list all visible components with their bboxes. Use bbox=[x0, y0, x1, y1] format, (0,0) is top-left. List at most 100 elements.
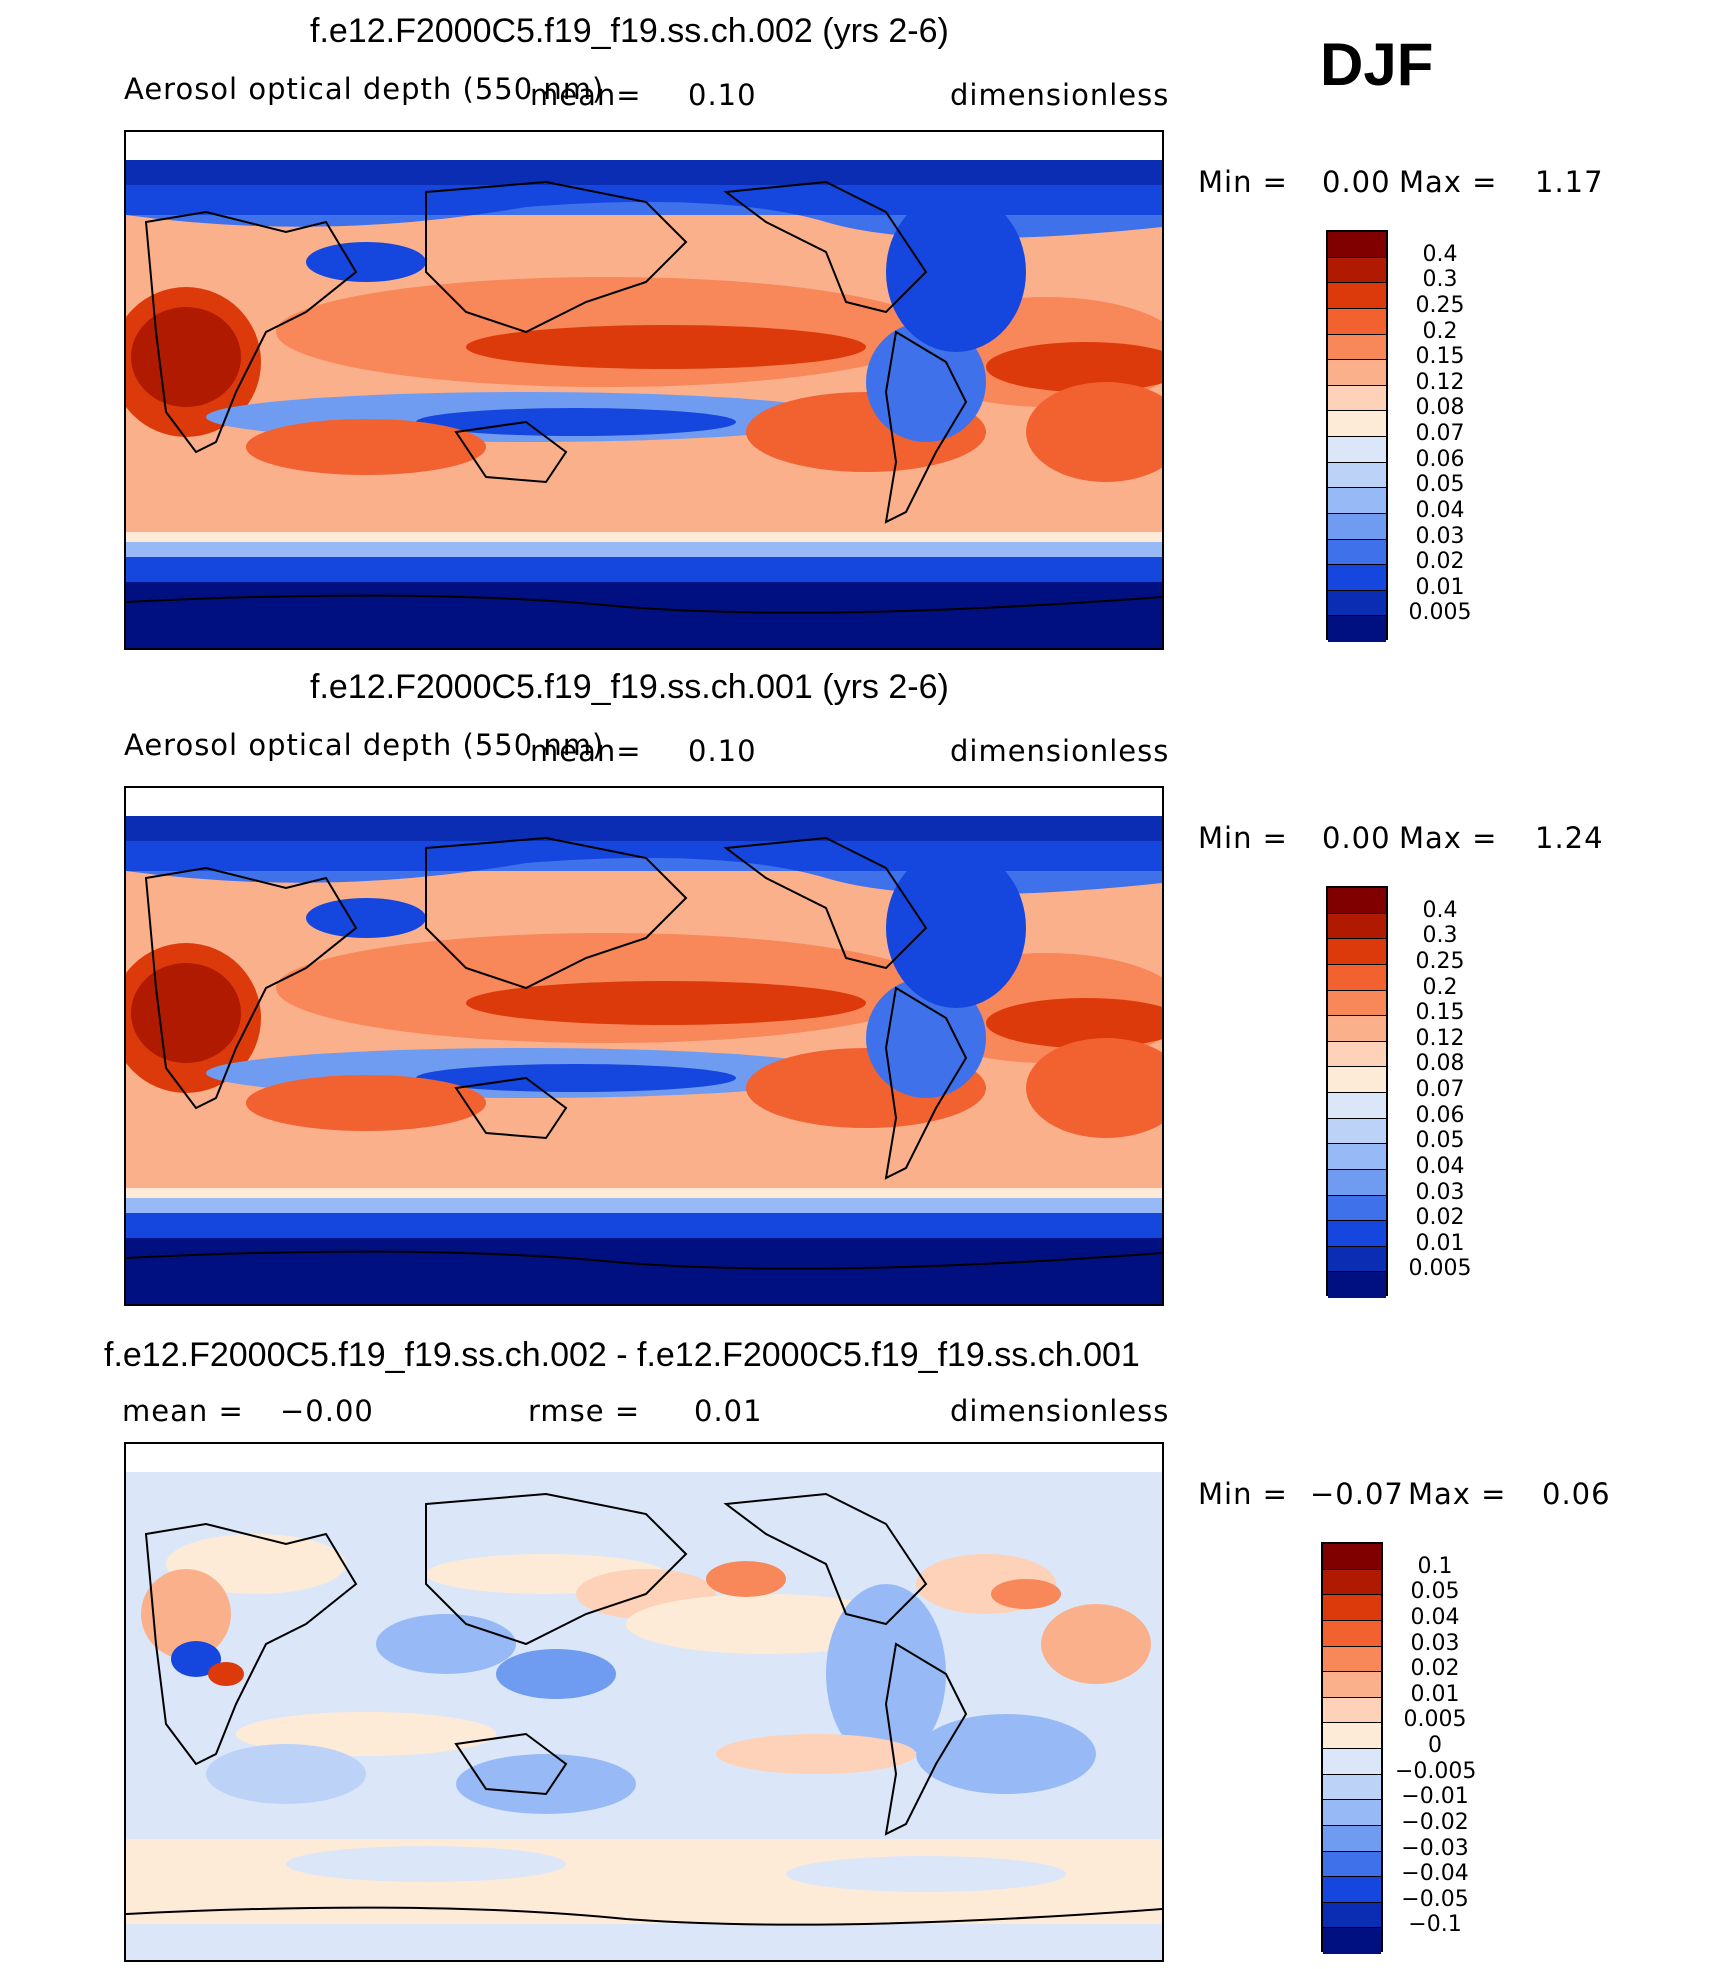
colorbar-tick-label: 0.15 bbox=[1415, 1000, 1465, 1026]
colorbar-tick-label: 0.02 bbox=[1415, 1205, 1465, 1231]
colorbar-tick-label: 0.08 bbox=[1415, 395, 1465, 421]
panel3-colorbar bbox=[1321, 1542, 1383, 1954]
colorbar-segment bbox=[1328, 360, 1386, 386]
colorbar-segment bbox=[1328, 565, 1386, 591]
season-label: DJF bbox=[1320, 31, 1434, 98]
colorbar-segment bbox=[1328, 1272, 1386, 1298]
panel3-title: f.e12.F2000C5.f19_f19.ss.ch.002 - f.e12.… bbox=[104, 1336, 1140, 1374]
colorbar-segment bbox=[1328, 888, 1386, 914]
colorbar-tick-label: −0.05 bbox=[1401, 1886, 1469, 1912]
colorbar-segment bbox=[1323, 1595, 1381, 1621]
colorbar-tick-label: 0.005 bbox=[1408, 1256, 1472, 1282]
colorbar-tick-label: −0.005 bbox=[1395, 1758, 1477, 1784]
panel1-min-value: 0.00 bbox=[1322, 165, 1391, 199]
colorbar-tick-label: 0.07 bbox=[1415, 421, 1465, 446]
panel2-title: f.e12.F2000C5.f19_f19.ss.ch.001 (yrs 2-6… bbox=[310, 668, 949, 706]
colorbar-segment bbox=[1328, 308, 1386, 335]
panel3-min-label: Min = bbox=[1198, 1477, 1288, 1511]
panel3-min-value: −0.07 bbox=[1310, 1477, 1404, 1511]
colorbar-segment bbox=[1328, 513, 1386, 540]
colorbar-tick-label: 0.04 bbox=[1415, 1153, 1465, 1179]
panel1-min-label: Min = bbox=[1198, 165, 1288, 199]
panel1-variable-label: Aerosol optical depth (550 nm) bbox=[124, 72, 605, 106]
colorbar-segment bbox=[1328, 1067, 1386, 1093]
colorbar-tick-label: 0.005 bbox=[1408, 600, 1472, 626]
colorbar-tick-label: −0.03 bbox=[1401, 1835, 1469, 1861]
colorbar-tick-label: 0.05 bbox=[1410, 1579, 1460, 1605]
panel2-mean-label: mean= bbox=[530, 734, 642, 768]
colorbar-segment bbox=[1323, 1749, 1381, 1775]
colorbar-segment bbox=[1328, 488, 1386, 514]
colorbar-segment bbox=[1328, 539, 1386, 566]
colorbar-tick-label: 0.04 bbox=[1410, 1604, 1460, 1630]
colorbar-tick-label: 0.25 bbox=[1415, 292, 1465, 318]
colorbar-segment bbox=[1328, 913, 1386, 940]
colorbar-tick-label: 0 bbox=[1428, 1733, 1442, 1758]
colorbar-segment bbox=[1323, 1928, 1381, 1954]
colorbar-segment bbox=[1323, 1544, 1381, 1570]
colorbar-segment bbox=[1328, 964, 1386, 991]
panel1-colorbar bbox=[1326, 230, 1388, 642]
colorbar-segment bbox=[1328, 334, 1386, 361]
colorbar-tick-label: 0.01 bbox=[1415, 574, 1465, 600]
panel3-max-value: 0.06 bbox=[1542, 1477, 1611, 1511]
colorbar-segment bbox=[1328, 939, 1386, 965]
colorbar-segment bbox=[1328, 616, 1386, 642]
colorbar-tick-label: 0.02 bbox=[1415, 549, 1465, 575]
panel3-mean-label: mean = bbox=[122, 1394, 244, 1428]
colorbar-tick-label: −0.02 bbox=[1401, 1809, 1469, 1835]
colorbar-tick-label: 0.2 bbox=[1422, 974, 1458, 1000]
colorbar-segment bbox=[1323, 1902, 1381, 1929]
panel2-map bbox=[124, 786, 1164, 1306]
colorbar-tick-label: 0.03 bbox=[1410, 1630, 1460, 1656]
colorbar-tick-label: 0.05 bbox=[1415, 472, 1465, 498]
colorbar-tick-label: 0.4 bbox=[1422, 241, 1458, 267]
colorbar-tick-label: −0.01 bbox=[1401, 1784, 1469, 1810]
colorbar-segment bbox=[1323, 1569, 1381, 1596]
colorbar-segment bbox=[1328, 1221, 1386, 1247]
colorbar-segment bbox=[1328, 1169, 1386, 1196]
colorbar-tick-label: 0.25 bbox=[1415, 948, 1465, 974]
panel1-mean-label: mean= bbox=[530, 78, 642, 112]
colorbar-segment bbox=[1323, 1620, 1381, 1647]
panel2-min-value: 0.00 bbox=[1322, 821, 1391, 855]
colorbar-segment bbox=[1323, 1851, 1381, 1878]
colorbar-segment bbox=[1323, 1723, 1381, 1749]
colorbar-tick-label: 0.15 bbox=[1415, 344, 1465, 370]
panel3-rmse-value: 0.01 bbox=[694, 1394, 763, 1428]
panel3-max-label: Max = bbox=[1408, 1477, 1507, 1511]
colorbar-segment bbox=[1323, 1877, 1381, 1903]
colorbar-segment bbox=[1323, 1800, 1381, 1826]
colorbar-tick-label: 0.005 bbox=[1403, 1707, 1467, 1733]
colorbar-tick-label: 0.03 bbox=[1415, 523, 1465, 549]
colorbar-tick-label: 0.12 bbox=[1415, 1025, 1465, 1051]
panel2-min-label: Min = bbox=[1198, 821, 1288, 855]
colorbar-tick-label: 0.06 bbox=[1415, 1102, 1465, 1128]
colorbar-segment bbox=[1328, 1016, 1386, 1042]
panel3-rmse-label: rmse = bbox=[528, 1394, 641, 1428]
colorbar-tick-label: 0.1 bbox=[1417, 1553, 1453, 1579]
colorbar-tick-label: 0.01 bbox=[1410, 1681, 1460, 1707]
colorbar-tick-label: 0.2 bbox=[1422, 318, 1458, 344]
colorbar-tick-label: 0.12 bbox=[1415, 369, 1465, 395]
colorbar-segment bbox=[1328, 1246, 1386, 1273]
panel3-map bbox=[124, 1442, 1164, 1962]
colorbar-segment bbox=[1328, 385, 1386, 412]
colorbar-tick-label: 0.05 bbox=[1415, 1128, 1465, 1154]
colorbar-segment bbox=[1328, 437, 1386, 463]
colorbar-tick-label: 0.3 bbox=[1422, 923, 1458, 949]
panel1-units: dimensionless bbox=[950, 78, 1170, 112]
panel2-variable-label: Aerosol optical depth (550 nm) bbox=[124, 728, 605, 762]
colorbar-segment bbox=[1328, 1118, 1386, 1145]
panel2-colorbar bbox=[1326, 886, 1388, 1298]
panel2-mean-value: 0.10 bbox=[688, 734, 757, 768]
panel1-title: f.e12.F2000C5.f19_f19.ss.ch.002 (yrs 2-6… bbox=[310, 12, 949, 50]
colorbar-segment bbox=[1328, 232, 1386, 258]
colorbar-tick-label: 0.04 bbox=[1415, 497, 1465, 523]
colorbar-tick-label: 0.07 bbox=[1415, 1077, 1465, 1102]
colorbar-tick-label: 0.3 bbox=[1422, 267, 1458, 293]
colorbar-tick-label: 0.03 bbox=[1415, 1179, 1465, 1205]
colorbar-segment bbox=[1323, 1646, 1381, 1673]
panel2-max-value: 1.24 bbox=[1535, 821, 1604, 855]
colorbar-segment bbox=[1328, 462, 1386, 489]
